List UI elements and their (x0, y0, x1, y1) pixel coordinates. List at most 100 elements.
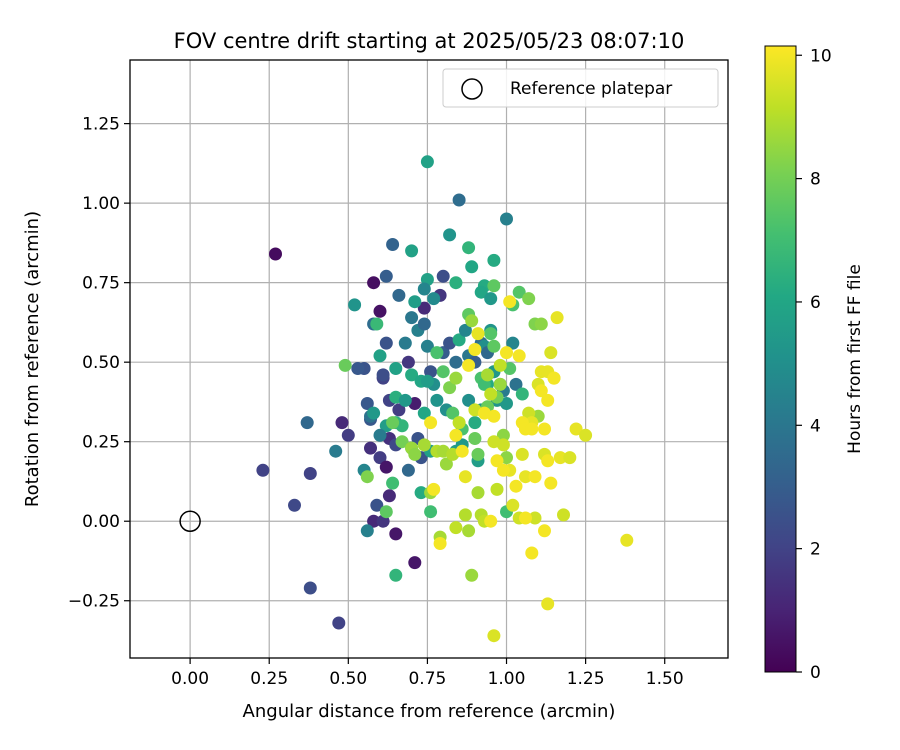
data-point (348, 298, 362, 312)
data-point (487, 629, 501, 643)
data-point (458, 508, 472, 522)
data-point (367, 276, 381, 290)
data-point (379, 460, 393, 474)
data-point (487, 339, 501, 353)
data-point (449, 371, 463, 385)
y-tick-label: 1.25 (82, 115, 120, 135)
data-point (493, 377, 507, 391)
data-point (509, 377, 523, 391)
data-point (439, 457, 453, 471)
y-tick-label: 0.50 (82, 353, 120, 373)
data-point (458, 470, 472, 484)
data-point (443, 381, 457, 395)
data-point (417, 317, 431, 331)
colorbar-tick-label: 4 (810, 416, 821, 436)
data-point (417, 438, 431, 452)
data-point (462, 241, 476, 255)
data-point (395, 435, 409, 449)
data-point (408, 556, 422, 570)
data-point (538, 524, 551, 538)
data-point (465, 568, 479, 582)
data-point (512, 349, 526, 363)
data-point (547, 371, 561, 385)
data-point (300, 416, 314, 430)
data-point (398, 393, 412, 407)
data-point (522, 292, 536, 306)
data-point (360, 524, 374, 538)
data-point (496, 463, 510, 477)
data-point (462, 393, 476, 407)
data-point (452, 193, 466, 207)
data-point (449, 276, 463, 290)
data-point (351, 362, 365, 375)
data-point (430, 393, 444, 407)
data-point (449, 428, 463, 442)
colorbar-tick-label: 8 (810, 170, 821, 190)
data-point (449, 521, 463, 535)
legend-frame (442, 68, 719, 108)
reference-platepar-marker (179, 510, 201, 532)
y-tick-label: −0.25 (68, 592, 120, 612)
data-point (364, 441, 377, 455)
data-point (379, 505, 393, 519)
data-point (449, 355, 463, 369)
data-point (379, 269, 393, 283)
data-point (484, 327, 498, 341)
y-axis-label: Rotation from reference (arcmin) (22, 211, 43, 507)
data-point (373, 428, 387, 442)
data-point (544, 476, 558, 490)
data-points (179, 155, 634, 643)
data-point (405, 311, 419, 325)
data-point (360, 470, 374, 484)
data-point (389, 527, 403, 541)
data-point (515, 447, 529, 461)
x-tick-label: 0.50 (329, 669, 367, 689)
data-point (528, 470, 542, 484)
data-point (544, 346, 558, 360)
data-point (401, 463, 415, 477)
data-point (534, 384, 548, 398)
data-point (443, 228, 457, 242)
data-point (525, 546, 539, 560)
data-point (376, 368, 390, 382)
data-point (579, 428, 593, 442)
data-point (405, 244, 419, 258)
y-tick-label: 0.75 (82, 274, 120, 294)
y-tick-label: 1.00 (82, 194, 120, 214)
data-point (538, 422, 551, 436)
data-point (620, 533, 634, 547)
data-point (528, 511, 542, 525)
data-point (484, 292, 498, 306)
colorbar-tick-label: 6 (810, 293, 821, 313)
data-point (269, 247, 282, 261)
data-point (462, 524, 476, 538)
data-point (424, 416, 438, 430)
data-point (458, 323, 472, 337)
data-point (525, 422, 539, 436)
data-point (557, 508, 570, 522)
grid-lines (130, 60, 728, 658)
data-point (417, 282, 431, 296)
data-point (534, 317, 548, 331)
data-point (367, 406, 381, 420)
data-point (430, 346, 444, 360)
data-point (490, 482, 504, 496)
y-tick-label: 0.25 (82, 433, 120, 453)
data-point (452, 416, 466, 430)
data-point (389, 362, 403, 375)
data-point (446, 406, 460, 420)
data-point (506, 336, 520, 350)
x-axis-label: Angular distance from reference (arcmin) (243, 701, 616, 722)
data-point (484, 387, 498, 401)
data-point (386, 476, 400, 490)
data-point (471, 486, 485, 500)
data-point (427, 482, 441, 496)
data-point (303, 581, 317, 595)
data-point (496, 428, 510, 442)
data-point (389, 568, 403, 582)
data-point (420, 374, 434, 388)
legend: Reference platepar (442, 68, 719, 108)
colorbar-tick-label: 10 (810, 46, 832, 66)
x-axis-ticks: 0.00 0.25 0.50 0.75 1.00 1.25 1.50 (171, 658, 684, 689)
x-tick-label: 0.75 (408, 669, 446, 689)
